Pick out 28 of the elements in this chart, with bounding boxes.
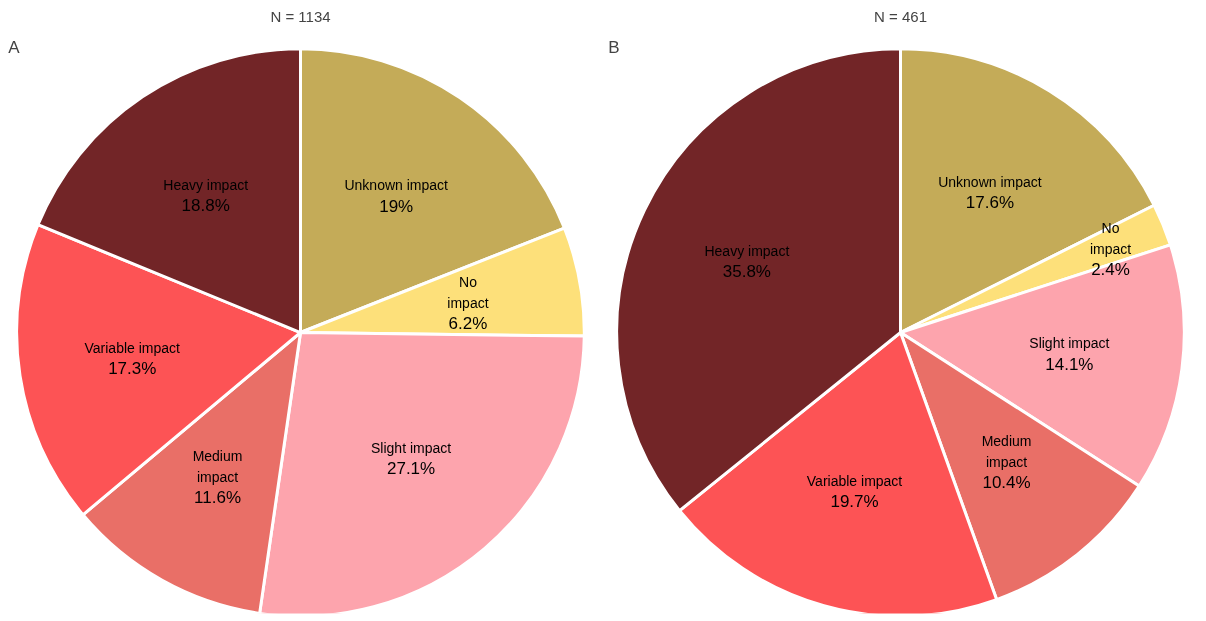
chart-title: N = 461 bbox=[874, 7, 927, 25]
data-label: 18.8% bbox=[181, 196, 230, 216]
data-label: 19% bbox=[379, 196, 414, 216]
data-label: 10.4% bbox=[982, 473, 1031, 492]
slice-label: Variable impact bbox=[84, 339, 181, 356]
data-label: 2.4% bbox=[1091, 259, 1130, 279]
slice-label: No impact bbox=[447, 273, 489, 311]
data-label: 35.8% bbox=[722, 262, 771, 282]
data-label: 19.7% bbox=[830, 492, 879, 512]
text: B bbox=[608, 38, 620, 58]
slice-label: Medium impact bbox=[192, 448, 243, 485]
slice-label: Variable impact bbox=[806, 473, 903, 490]
slice-label: Medium impact bbox=[981, 433, 1032, 470]
slice-label: Slight impact bbox=[1029, 335, 1110, 352]
data-label: 17.3% bbox=[108, 358, 157, 378]
data-label: 11.6% bbox=[194, 488, 242, 508]
chart-title: N = 1134 bbox=[270, 7, 331, 25]
data-label: 17.6% bbox=[965, 192, 1015, 212]
text: A bbox=[8, 38, 21, 58]
data-label: 14.1% bbox=[1045, 354, 1094, 374]
slice-label: Unknown impact bbox=[344, 177, 449, 194]
slice-label: Heavy impact bbox=[704, 242, 790, 259]
data-label: 6.2% bbox=[448, 313, 488, 333]
slice-label: Unknown impact bbox=[938, 173, 1042, 190]
slice-label: Slight impact bbox=[371, 439, 452, 456]
slice-label: Heavy impact bbox=[163, 176, 249, 193]
data-label: 27.1% bbox=[386, 459, 436, 479]
slice-label: No impact bbox=[1089, 220, 1132, 257]
